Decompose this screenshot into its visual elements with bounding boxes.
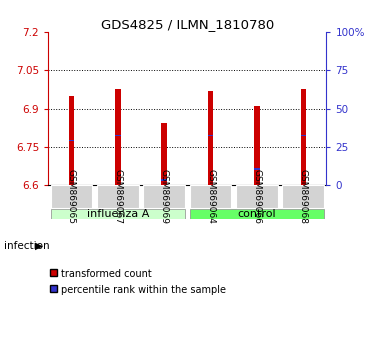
Bar: [208, 91, 213, 185]
Bar: [161, 123, 167, 185]
Text: GSM869065: GSM869065: [67, 169, 76, 224]
Bar: [254, 106, 260, 185]
Bar: [208, 135, 213, 136]
Bar: [282, 185, 324, 207]
Bar: [161, 179, 167, 181]
Text: GSM869068: GSM869068: [299, 169, 308, 224]
Bar: [115, 90, 121, 185]
Title: GDS4825 / ILMN_1810780: GDS4825 / ILMN_1810780: [101, 18, 274, 31]
Text: GSM869066: GSM869066: [252, 169, 262, 224]
Text: infection: infection: [4, 241, 49, 251]
Bar: [301, 90, 306, 185]
Bar: [69, 140, 74, 142]
Bar: [254, 168, 260, 170]
Bar: [50, 185, 92, 207]
Bar: [190, 185, 232, 207]
Text: GSM869069: GSM869069: [160, 169, 169, 224]
Bar: [236, 185, 278, 207]
Bar: [97, 185, 139, 207]
Text: percentile rank within the sample: percentile rank within the sample: [61, 285, 226, 295]
Text: control: control: [237, 209, 276, 219]
Bar: [301, 135, 306, 136]
Text: transformed count: transformed count: [61, 269, 152, 279]
Bar: [115, 135, 121, 136]
Bar: [143, 185, 185, 207]
Bar: [69, 96, 74, 185]
Text: influenza A: influenza A: [86, 209, 149, 219]
Text: GSM869067: GSM869067: [113, 169, 122, 224]
Bar: [50, 209, 185, 219]
Bar: [190, 209, 324, 219]
Text: ▶: ▶: [35, 241, 43, 251]
Text: GSM869064: GSM869064: [206, 169, 215, 224]
